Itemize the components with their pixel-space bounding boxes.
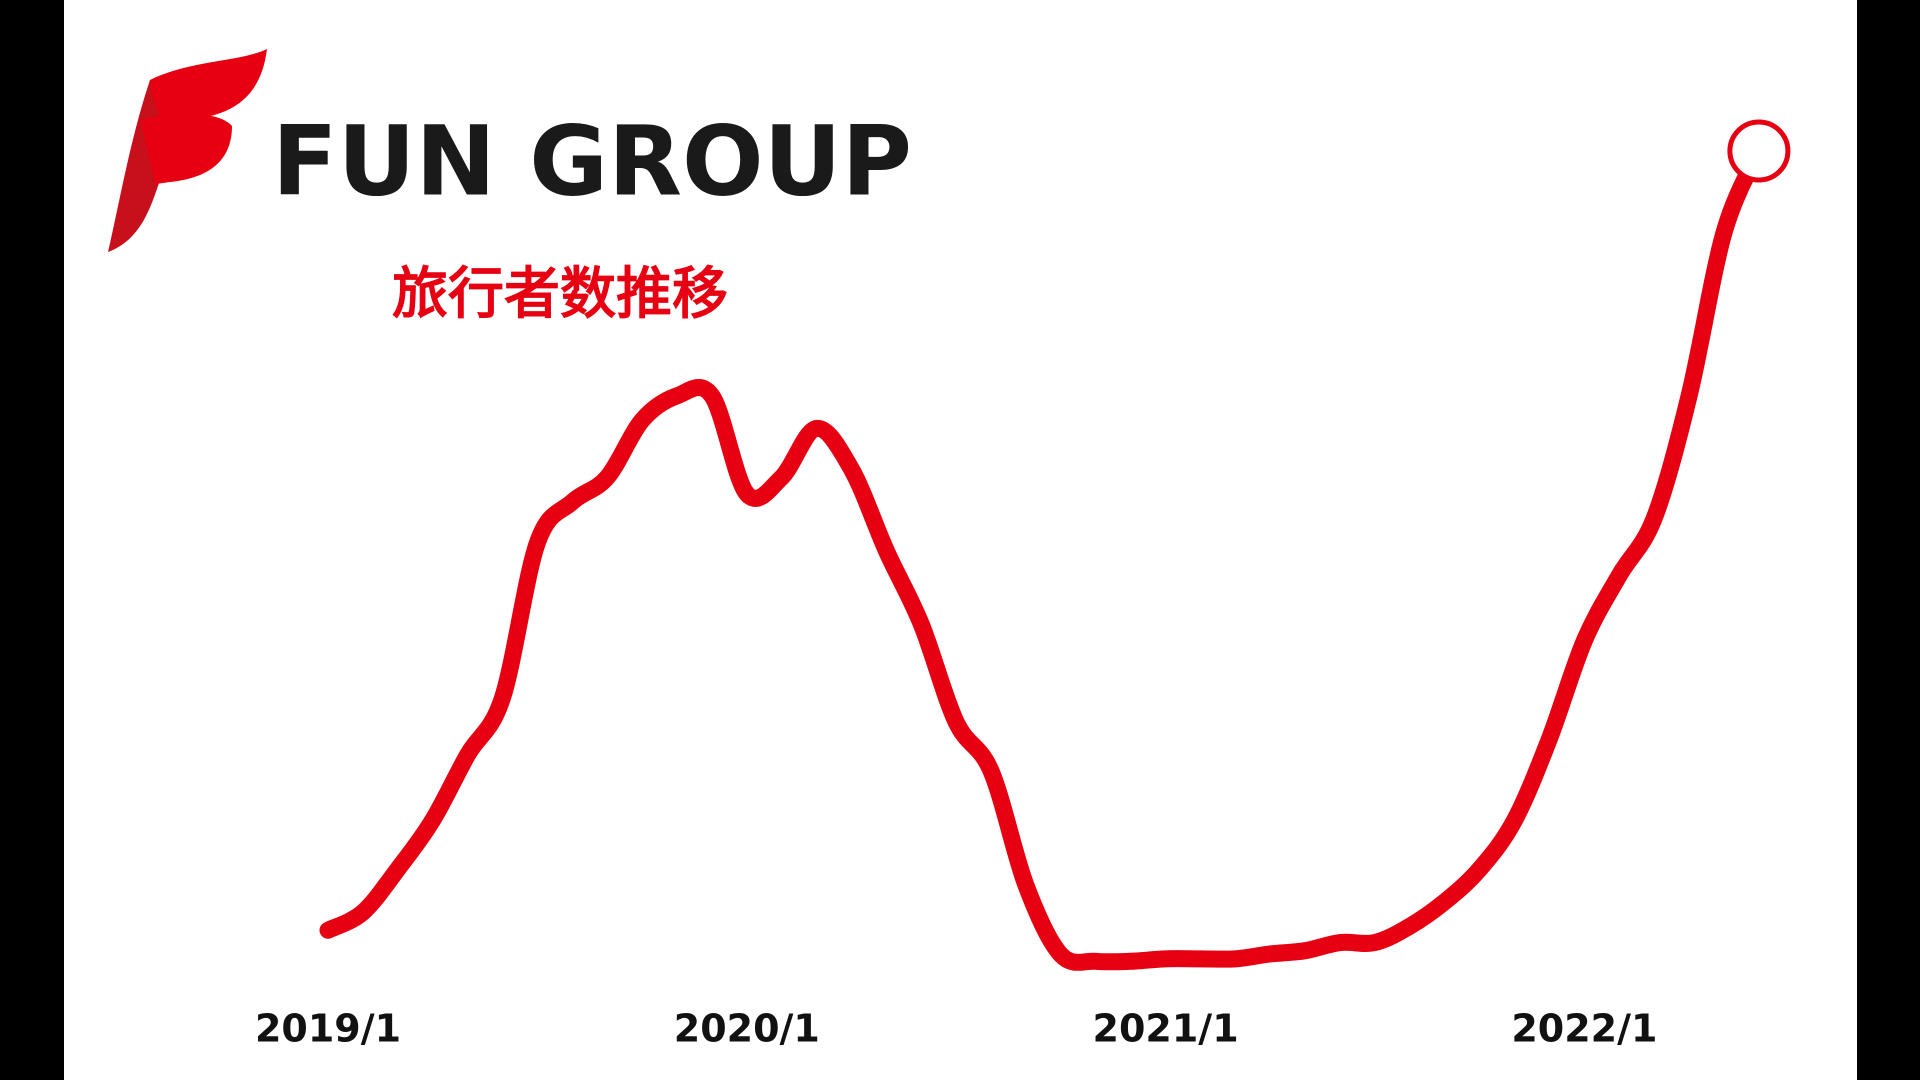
x-tick-label: 2020/1: [674, 1007, 820, 1051]
canvas: [64, 0, 1857, 1080]
x-tick-label: 2022/1: [1511, 1007, 1657, 1051]
chart-title: 旅行者数推移: [392, 262, 728, 327]
x-tick-label: 2021/1: [1093, 1007, 1239, 1051]
brand-name: FUN GROUP: [272, 105, 912, 217]
logo-mark: [108, 49, 267, 252]
logo-stroke: [148, 49, 267, 124]
end-marker: [1727, 119, 1791, 183]
logo-stroke: [140, 113, 232, 184]
x-tick-label: 2019/1: [255, 1007, 401, 1051]
data-line: [319, 142, 1768, 971]
